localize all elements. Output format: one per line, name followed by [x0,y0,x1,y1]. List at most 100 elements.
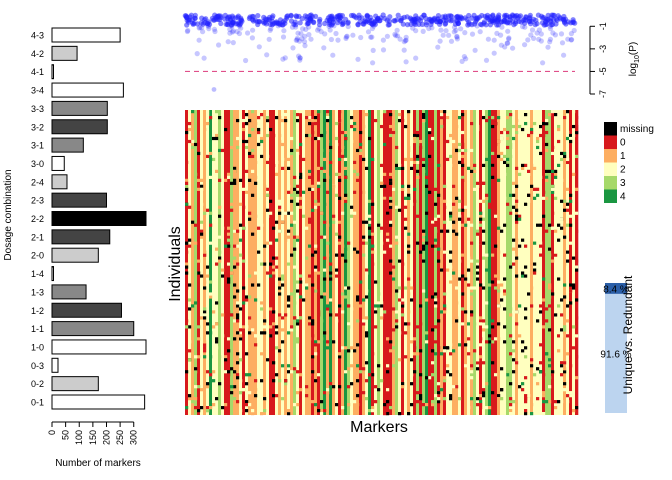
heatmap-cell [344,130,348,135]
heatmap-cell [446,364,450,368]
heatmap-cell [233,181,237,185]
heatmap-cell [461,154,465,159]
scatter-point [269,18,275,24]
heatmap-cell [569,223,573,227]
heatmap-cell [572,133,576,138]
heatmap-cell [341,211,345,215]
bar-category-label: 2-0 [31,251,44,261]
heatmap-cell [326,223,330,227]
heatmap-cell [260,139,264,144]
scatter-point [345,23,351,30]
heatmap-cell [572,154,576,159]
heatmap-column [518,110,522,415]
heatmap-cell [473,163,477,168]
heatmap-cell [215,340,219,344]
heatmap-cell [434,304,438,308]
heatmap-cell [557,127,561,132]
heatmap-cell [545,175,549,179]
heatmap-cell [368,409,372,413]
heatmap-cell [203,307,207,311]
heatmap-cell [470,310,474,314]
heatmap-cell [254,388,258,392]
heatmap-cell [245,382,249,386]
heatmap-cell [305,286,309,290]
heatmap-cell [308,220,312,224]
heatmap-cell [569,241,573,245]
heatmap-cell [407,283,411,287]
heatmap-cell [248,373,252,377]
scatter-point [218,15,224,21]
heatmap-column [311,110,315,415]
heatmap-cell [278,205,282,209]
heatmap-cell [278,211,282,215]
heatmap-cell [440,298,444,302]
heatmap-cell [428,376,432,380]
heatmap-cell [245,298,249,302]
scatter-point [322,20,328,27]
heatmap-cell [311,130,315,135]
heatmap-cell [209,175,213,179]
heatmap-cell [206,265,210,269]
heatmap-cell [560,313,564,317]
heatmap-cell [386,334,390,338]
heatmap-cell [461,292,465,296]
heatmap-cell [536,319,540,323]
heatmap-cell [305,256,309,260]
heatmap-cell [524,409,528,413]
scatter-point [301,39,308,45]
scatter-point [529,27,536,33]
heatmap-cell [389,133,393,138]
heatmap-cell [281,157,285,162]
heatmap-cell [509,409,513,413]
heatmap-cell [509,142,513,147]
heatmap-cell [470,313,474,317]
heatmap-cell [209,292,213,296]
heatmap-cell [365,220,369,224]
heatmap-cell [542,400,546,404]
scatter-point [538,38,544,44]
scatter-point [296,38,303,44]
heatmap-cell [326,346,330,350]
heatmap-cell [236,304,240,308]
heatmap-cell [308,115,312,120]
heatmap-cell [461,322,465,326]
heatmap-cell [416,169,420,173]
heatmap-cell [479,283,483,287]
scatter-point [369,25,375,32]
heatmap-cell [311,322,315,326]
heatmap-cell [407,310,411,314]
heatmap-cell [449,211,453,215]
heatmap-cell [203,280,207,284]
heatmap-cell [551,169,555,173]
heatmap-cell [272,310,276,314]
scatter-point [498,32,504,38]
heatmap-cell [419,373,423,377]
heatmap-cell [233,178,237,182]
heatmap-cell [305,115,309,120]
bar-category-label: 2-4 [31,177,44,187]
heatmap-cell [536,382,540,386]
scatter-point [501,19,507,25]
scatter-point [502,44,508,50]
bar [51,247,99,263]
heatmap-cell [299,373,303,377]
heatmap-cell [401,118,405,123]
heatmap-cell [575,187,579,191]
heatmap-cell [569,394,573,398]
heatmap-cell [215,110,219,114]
heatmap-cell [233,226,237,230]
scatter-point [355,56,361,62]
heatmap-cell [533,262,537,266]
heatmap-cell [539,223,543,227]
heatmap-cell [233,409,237,413]
heatmap-cell [365,331,369,335]
heatmap-cell [197,325,201,329]
heatmap-cell [452,229,456,233]
heatmap-cell [263,184,267,188]
heatmap-cell [470,241,474,245]
heatmap-cell [416,160,420,165]
heatmap-cell [362,124,366,129]
heatmap-cell [293,301,297,305]
heatmap-cell [389,220,393,224]
bar [51,339,147,355]
